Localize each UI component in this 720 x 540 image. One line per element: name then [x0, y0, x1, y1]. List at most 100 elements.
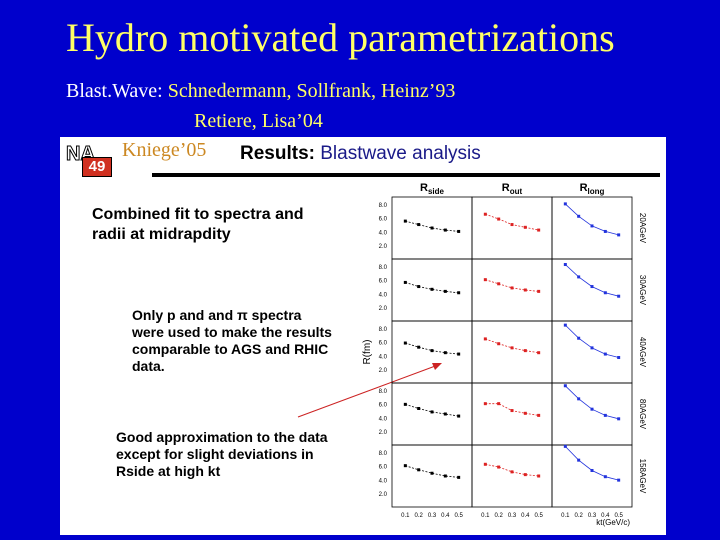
- row-energy-label: 30AGeV: [638, 275, 647, 306]
- fit-line: [405, 342, 459, 355]
- data-point: [430, 410, 434, 414]
- data-point: [603, 352, 607, 356]
- fit-line: [485, 338, 539, 354]
- y-tick-label: 8.0: [379, 265, 388, 271]
- x-tick-label: 0.4: [601, 513, 610, 519]
- pointer-arrowhead: [432, 363, 442, 370]
- fit-line: [405, 220, 459, 232]
- note-spectra: Only p and and π spectra were used to ma…: [132, 307, 332, 374]
- data-point: [417, 468, 421, 472]
- y-tick-label: 2.0: [379, 306, 388, 312]
- data-point: [483, 212, 487, 216]
- data-point: [577, 397, 581, 401]
- y-tick-label: 2.0: [379, 430, 388, 436]
- data-point: [403, 402, 407, 406]
- figure-title: Results: Blastwave analysis: [240, 143, 481, 165]
- data-point: [497, 342, 501, 346]
- x-tick-label: 0.5: [454, 513, 463, 519]
- fit-line: [485, 213, 539, 231]
- x-tick-label: 0.1: [481, 513, 490, 519]
- data-point: [457, 475, 461, 479]
- data-point: [443, 474, 447, 478]
- fit-line: [485, 463, 539, 477]
- x-tick-label: 0.4: [441, 513, 450, 519]
- data-point: [430, 226, 434, 230]
- data-point: [510, 470, 514, 474]
- data-point: [590, 407, 594, 411]
- data-point: [457, 414, 461, 418]
- data-point: [617, 356, 621, 360]
- blastwave-reference: Blast.Wave: Schnedermann, Sollfrank, Hei…: [66, 80, 455, 103]
- y-tick-label: 6.0: [379, 341, 388, 347]
- data-point: [483, 337, 487, 341]
- data-point: [497, 217, 501, 221]
- y-tick-label: 4.0: [379, 354, 388, 360]
- x-tick-label: 0.3: [508, 513, 517, 519]
- fit-line: [565, 324, 619, 358]
- data-point: [523, 349, 527, 353]
- data-point: [403, 280, 407, 284]
- figure-title-results: Results:: [240, 143, 315, 164]
- row-energy-label: 80AGeV: [638, 399, 647, 430]
- data-point: [617, 478, 621, 482]
- data-point: [403, 219, 407, 223]
- data-point: [417, 223, 421, 227]
- fit-line: [485, 279, 539, 292]
- data-point: [523, 411, 527, 415]
- data-point: [443, 412, 447, 416]
- data-point: [523, 473, 527, 477]
- blastwave-label: Blast.Wave:: [66, 80, 163, 102]
- data-point: [523, 288, 527, 292]
- data-point: [430, 471, 434, 475]
- data-point: [603, 229, 607, 233]
- y-tick-label: 8.0: [379, 203, 388, 209]
- y-tick-label: 4.0: [379, 416, 388, 422]
- fit-line: [405, 282, 459, 294]
- y-tick-label: 4.0: [379, 478, 388, 484]
- data-point: [443, 228, 447, 232]
- panel-frame: [471, 196, 553, 260]
- y-tick-label: 8.0: [379, 451, 388, 457]
- row-energy-label: 40AGeV: [638, 337, 647, 368]
- panel-frame: [551, 320, 633, 384]
- x-tick-label: 0.2: [414, 513, 423, 519]
- panel-frame: [551, 444, 633, 508]
- x-tick-label: 0.5: [534, 513, 543, 519]
- data-point: [590, 224, 594, 228]
- pointer-arrow: [297, 364, 439, 418]
- data-point: [443, 351, 447, 355]
- data-point: [523, 225, 527, 229]
- data-point: [510, 286, 514, 290]
- note-approximation: Good approximation to the data except fo…: [116, 429, 328, 479]
- data-point: [510, 223, 514, 227]
- fit-line: [565, 446, 619, 481]
- logo-49-text: 49: [82, 157, 112, 177]
- y-tick-label: 6.0: [379, 217, 388, 223]
- fit-line: [405, 465, 459, 478]
- x-axis-label: kt(GeV/c): [596, 518, 630, 527]
- x-tick-label: 0.2: [574, 513, 583, 519]
- data-point: [617, 233, 621, 237]
- figure-title-analysis: Blastwave analysis: [314, 143, 481, 164]
- panel-frame: [551, 196, 633, 260]
- y-tick-label: 2.0: [379, 244, 388, 250]
- data-point: [483, 462, 487, 466]
- note-combined-fit: Combined fit to spectra and radii at mid…: [92, 206, 304, 243]
- x-tick-label: 0.3: [428, 513, 437, 519]
- x-tick-label: 0.4: [521, 513, 530, 519]
- y-tick-label: 6.0: [379, 403, 388, 409]
- x-tick-label: 0.1: [401, 513, 410, 519]
- data-point: [537, 474, 541, 478]
- data-point: [617, 417, 621, 421]
- data-point: [563, 263, 567, 267]
- y-tick-label: 8.0: [379, 389, 388, 395]
- data-point: [457, 229, 461, 233]
- data-point: [537, 351, 541, 355]
- panel-frame: [551, 382, 633, 446]
- x-tick-label: 0.5: [614, 513, 623, 519]
- x-tick-label: 0.3: [588, 513, 597, 519]
- data-point: [577, 214, 581, 218]
- data-point: [403, 464, 407, 468]
- data-point: [563, 202, 567, 206]
- data-point: [563, 384, 567, 388]
